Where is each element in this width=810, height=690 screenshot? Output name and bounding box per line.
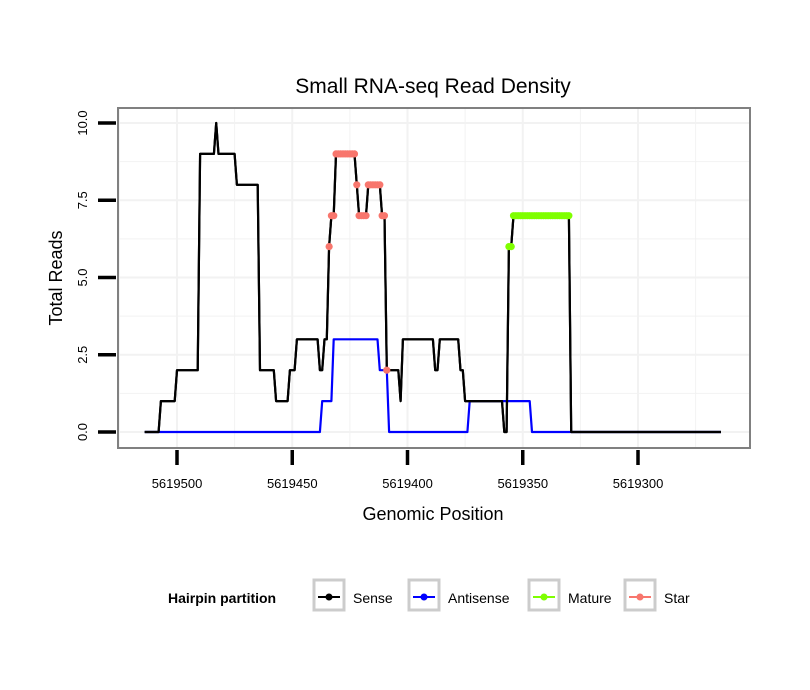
point-star xyxy=(325,243,333,251)
series-line-sense-top xyxy=(144,121,721,434)
legend-label-mature: Mature xyxy=(568,590,612,606)
point-mature xyxy=(565,212,573,220)
series-layer xyxy=(144,121,721,434)
x-axis: 5619500 5619450 5619400 5619350 5619300 xyxy=(152,450,664,491)
y-axis: 0.0 2.5 5.0 7.5 10.0 xyxy=(75,110,116,441)
chart-title: Small RNA-seq Read Density xyxy=(295,75,571,98)
legend-label-sense: Sense xyxy=(353,590,393,606)
y-tick-label: 7.5 xyxy=(75,191,90,209)
legend-key-point xyxy=(420,593,428,601)
point-star xyxy=(350,150,359,158)
point-star xyxy=(353,181,361,189)
point-star xyxy=(330,212,338,220)
legend-key-point xyxy=(325,593,333,601)
y-tick-label: 10.0 xyxy=(75,110,90,135)
x-tick-label: 5619300 xyxy=(613,476,664,491)
y-tick-label: 5.0 xyxy=(75,268,90,286)
legend-label-star: Star xyxy=(664,590,690,606)
legend-key-point xyxy=(540,593,548,601)
y-tick-label: 2.5 xyxy=(75,346,90,364)
x-tick-label: 5619350 xyxy=(497,476,548,491)
point-star xyxy=(380,212,389,220)
legend-label-antisense: Antisense xyxy=(448,590,510,606)
legend-key-box xyxy=(312,578,346,612)
x-axis-title: Genomic Position xyxy=(362,504,503,524)
plot-border xyxy=(117,107,751,449)
legend-key-point xyxy=(636,593,644,601)
legend-title: Hairpin partition xyxy=(168,590,276,606)
point-star xyxy=(362,212,370,220)
y-axis-title: Total Reads xyxy=(46,230,66,325)
x-tick-label: 5619450 xyxy=(267,476,318,491)
x-tick-label: 5619500 xyxy=(152,476,203,491)
legend: Hairpin partition Sense Antisense Mature St… xyxy=(168,578,690,612)
x-tick-label: 5619400 xyxy=(382,476,433,491)
point-star xyxy=(376,181,384,189)
y-tick-label: 0.0 xyxy=(75,423,90,441)
point-mature xyxy=(507,243,515,251)
point-star xyxy=(383,366,391,374)
